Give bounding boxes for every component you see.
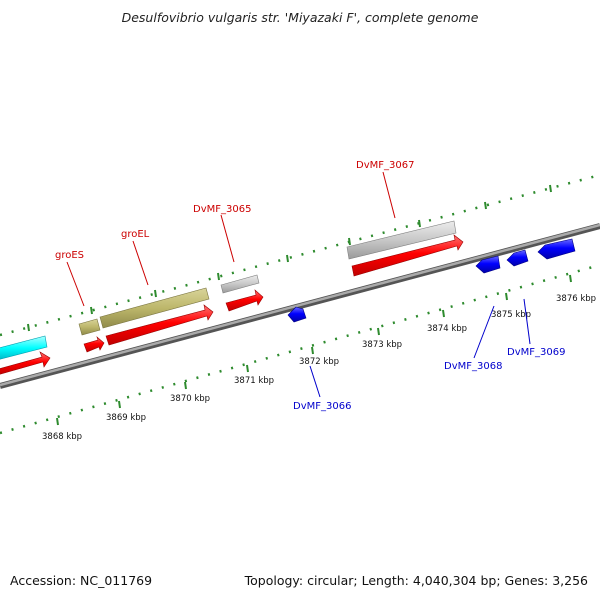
- DvMF_3067-feature-box[interactable]: [346, 220, 457, 260]
- gene-label-DvMF_3068[interactable]: DvMF_3068: [444, 361, 502, 372]
- groEL-cds[interactable]: [105, 304, 214, 346]
- map-title: Desulfovibrio vulgaris str. 'Miyazaki F'…: [121, 10, 479, 25]
- genome-summary-label: Topology: circular; Length: 4,040,304 bp…: [244, 573, 588, 588]
- tick-label-3870: 3870 kbp: [170, 394, 210, 404]
- tick-label-3875: 3875 kbp: [491, 310, 531, 320]
- lower-dotted-track: [0, 263, 600, 435]
- DvMF_3067-cds[interactable]: [351, 234, 464, 277]
- forward-cds-left[interactable]: [0, 351, 51, 375]
- tick-label-3874: 3874 kbp: [427, 324, 467, 334]
- tick-label-3873: 3873 kbp: [362, 340, 402, 350]
- tick-label-3869: 3869 kbp: [106, 413, 146, 423]
- DvMF_3068b-cds[interactable]: [506, 249, 529, 267]
- DvMF_3065-feature-box[interactable]: [220, 274, 260, 294]
- gene-label-DvMF_3065[interactable]: DvMF_3065: [193, 204, 251, 215]
- accession-label: Accession: NC_011769: [10, 573, 153, 588]
- label-connectors: [66, 171, 531, 398]
- genome-backbone: [0, 223, 600, 389]
- scale-labels: 3868 kbp 3869 kbp 3870 kbp 3871 kbp 3872…: [42, 294, 596, 442]
- gene-label-groEL[interactable]: groEL: [121, 229, 150, 240]
- groEL-feature-box[interactable]: [99, 287, 210, 329]
- gene-label-DvMF_3066[interactable]: DvMF_3066: [293, 401, 351, 412]
- tick-label-3868: 3868 kbp: [42, 432, 82, 442]
- groES-feature-box[interactable]: [78, 318, 101, 336]
- gene-labels: groES groEL DvMF_3065 DvMF_3067 DvMF_306…: [55, 160, 565, 412]
- DvMF_3068-cds[interactable]: [475, 255, 501, 274]
- gene-label-DvMF_3067[interactable]: DvMF_3067: [356, 160, 414, 171]
- DvMF_3065-cds[interactable]: [225, 289, 264, 312]
- DvMF_3069-cds[interactable]: [537, 238, 576, 260]
- cyan-feature[interactable]: [0, 335, 48, 360]
- groES-cds[interactable]: [83, 336, 105, 353]
- gene-label-DvMF_3069[interactable]: DvMF_3069: [507, 347, 565, 358]
- upper-dotted-track: [0, 173, 600, 337]
- gene-features: [0, 220, 576, 375]
- gene-label-groES[interactable]: groES: [55, 250, 84, 261]
- tick-label-3871: 3871 kbp: [234, 376, 274, 386]
- tick-label-3876: 3876 kbp: [556, 294, 596, 304]
- tick-label-3872: 3872 kbp: [299, 357, 339, 367]
- DvMF_3066-cds[interactable]: [287, 306, 307, 323]
